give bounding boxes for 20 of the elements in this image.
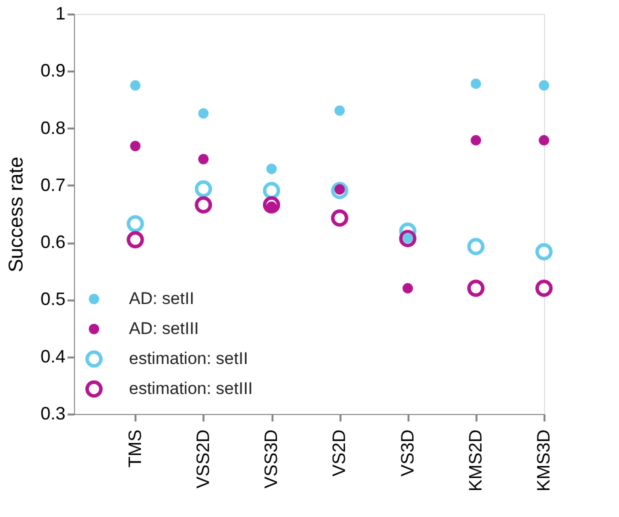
x-tick-label: TMS — [124, 430, 145, 468]
y-tick-label: 0.9 — [40, 60, 66, 81]
x-tick-label: KMS3D — [534, 430, 554, 492]
x-tick-label: VSS3D — [261, 430, 282, 489]
y-tick-label: 0.5 — [40, 289, 66, 310]
y-tick-label: 0.4 — [40, 346, 66, 366]
legend-label: AD: setII — [129, 289, 194, 308]
x-tick-label: KMS2D — [465, 430, 486, 492]
x-tick-label: VS3D — [397, 430, 418, 477]
x-tick-label: VS2D — [329, 430, 350, 477]
y-tick-label: 0.7 — [40, 174, 66, 195]
x-tick-label: VSS2D — [192, 430, 213, 489]
y-axis-title: Success rate — [5, 156, 28, 272]
y-tick-label: 0.8 — [40, 118, 66, 138]
y-tick-label: 0.3 — [40, 404, 66, 424]
legend-label: AD: setIII — [129, 319, 199, 338]
y-tick-label: 0.6 — [40, 232, 66, 252]
legend-label: estimation: setII — [129, 349, 248, 368]
y-tick-label: 1 — [55, 4, 66, 24]
legend-label: estimation: setIII — [129, 379, 253, 398]
